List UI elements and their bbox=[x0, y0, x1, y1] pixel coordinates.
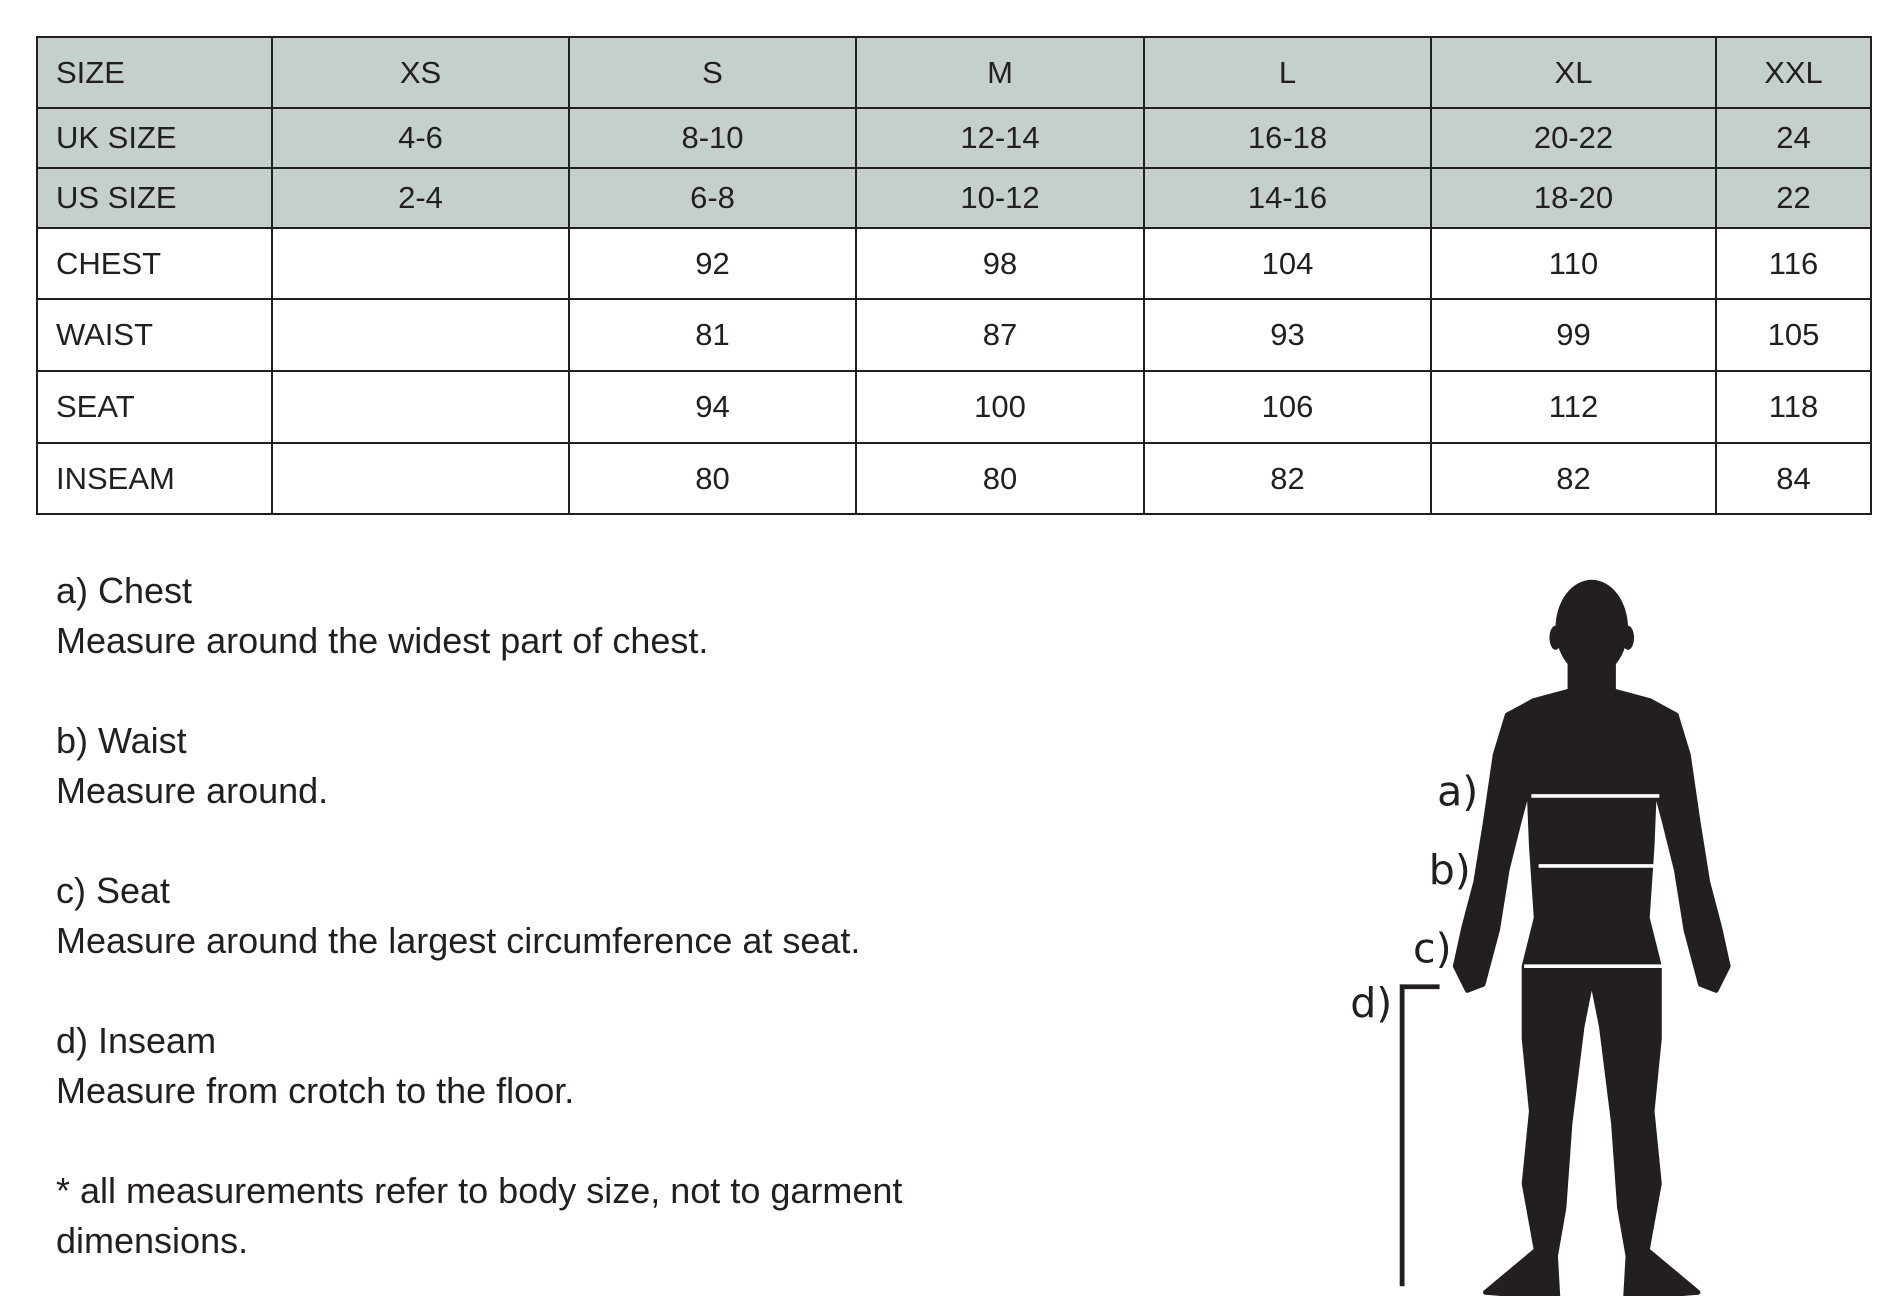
measurement-notes: a) Chest Measure around the widest part o… bbox=[56, 566, 986, 1316]
note-title: a) Chest bbox=[56, 570, 193, 611]
row-label: UK SIZE bbox=[36, 107, 273, 169]
body-silhouette bbox=[1452, 579, 1731, 1296]
note-inseam: d) Inseam Measure from crotch to the floo… bbox=[56, 1016, 986, 1116]
label-b: b) bbox=[1429, 846, 1471, 894]
cell: 6-8 bbox=[568, 167, 857, 229]
header-cell: XS bbox=[271, 36, 570, 109]
row-label: SEAT bbox=[36, 370, 273, 444]
cell: 105 bbox=[1715, 298, 1872, 372]
table-row: INSEAM 80 80 82 82 84 bbox=[36, 442, 1872, 515]
note-text: Measure around the widest part of chest. bbox=[56, 620, 709, 661]
header-cell: SIZE bbox=[36, 36, 273, 109]
cell: 4-6 bbox=[271, 107, 570, 169]
cell: 87 bbox=[855, 298, 1145, 372]
header-cell: XXL bbox=[1715, 36, 1872, 109]
footnote: * all measurements refer to body size, n… bbox=[56, 1170, 903, 1261]
cell: 99 bbox=[1430, 298, 1717, 372]
row-label: US SIZE bbox=[36, 167, 273, 229]
size-header-row: SIZE XS S M L XL XXL bbox=[36, 36, 1872, 109]
cell: 10-12 bbox=[855, 167, 1145, 229]
note-text: Measure around. bbox=[56, 770, 329, 811]
table-row: CHEST 92 98 104 110 116 bbox=[36, 227, 1872, 300]
row-label: CHEST bbox=[36, 227, 273, 300]
cell: 84 bbox=[1715, 442, 1872, 515]
table-row: US SIZE 2-4 6-8 10-12 14-16 18-20 22 bbox=[36, 167, 1872, 229]
label-d: d) bbox=[1350, 979, 1392, 1027]
note-title: d) Inseam bbox=[56, 1020, 217, 1061]
note-waist: b) Waist Measure around. bbox=[56, 716, 986, 816]
cell: 80 bbox=[855, 442, 1145, 515]
cell: 81 bbox=[568, 298, 857, 372]
note-title: b) Waist bbox=[56, 720, 187, 761]
table-row: SEAT 94 100 106 112 118 bbox=[36, 370, 1872, 444]
cell: 20-22 bbox=[1430, 107, 1717, 169]
cell bbox=[271, 227, 570, 300]
note-seat: c) Seat Measure around the largest circum… bbox=[56, 866, 986, 966]
cell bbox=[271, 442, 570, 515]
cell: 12-14 bbox=[855, 107, 1145, 169]
cell: 22 bbox=[1715, 167, 1872, 229]
cell: 2-4 bbox=[271, 167, 570, 229]
cell: 18-20 bbox=[1430, 167, 1717, 229]
header-cell: M bbox=[855, 36, 1145, 109]
header-cell: XL bbox=[1430, 36, 1717, 109]
cell: 14-16 bbox=[1143, 167, 1432, 229]
note-text: Measure from crotch to the floor. bbox=[56, 1070, 575, 1111]
row-label: INSEAM bbox=[36, 442, 273, 515]
header-cell: S bbox=[568, 36, 857, 109]
cell: 118 bbox=[1715, 370, 1872, 444]
note-text: Measure around the largest circumference… bbox=[56, 920, 861, 961]
label-c: c) bbox=[1413, 925, 1452, 973]
label-a: a) bbox=[1437, 768, 1478, 816]
cell: 106 bbox=[1143, 370, 1432, 444]
cell bbox=[271, 370, 570, 444]
cell: 112 bbox=[1430, 370, 1717, 444]
cell bbox=[271, 298, 570, 372]
cell: 93 bbox=[1143, 298, 1432, 372]
header-cell: L bbox=[1143, 36, 1432, 109]
table-row: UK SIZE 4-6 8-10 12-14 16-18 20-22 24 bbox=[36, 107, 1872, 169]
inseam-bracket bbox=[1399, 984, 1440, 1287]
cell: 16-18 bbox=[1143, 107, 1432, 169]
row-label: WAIST bbox=[36, 298, 273, 372]
size-chart-table: SIZE XS S M L XL XXL UK SIZE 4-6 8-10 12… bbox=[36, 36, 1872, 515]
cell: 82 bbox=[1430, 442, 1717, 515]
cell: 98 bbox=[855, 227, 1145, 300]
note-title: c) Seat bbox=[56, 870, 171, 911]
cell: 94 bbox=[568, 370, 857, 444]
cell: 24 bbox=[1715, 107, 1872, 169]
cell: 116 bbox=[1715, 227, 1872, 300]
note-chest: a) Chest Measure around the widest part o… bbox=[56, 566, 986, 666]
cell: 110 bbox=[1430, 227, 1717, 300]
cell: 104 bbox=[1143, 227, 1432, 300]
cell: 92 bbox=[568, 227, 857, 300]
cell: 100 bbox=[855, 370, 1145, 444]
cell: 80 bbox=[568, 442, 857, 515]
cell: 8-10 bbox=[568, 107, 857, 169]
table-row: WAIST 81 87 93 99 105 bbox=[36, 298, 1872, 372]
cell: 82 bbox=[1143, 442, 1432, 515]
